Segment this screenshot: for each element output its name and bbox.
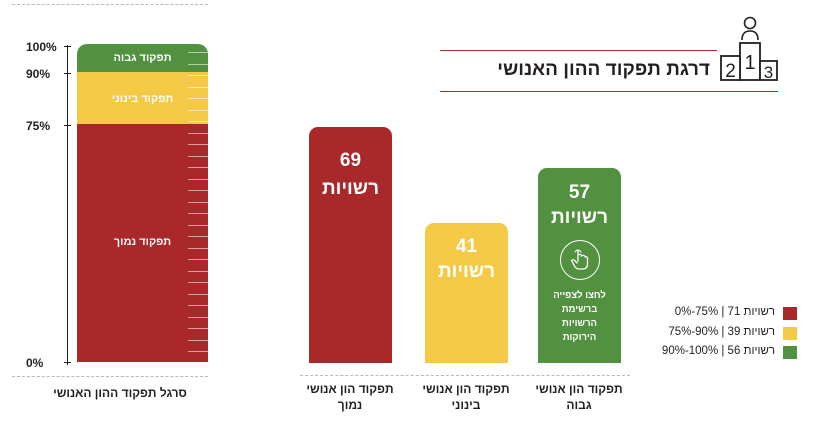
scale-bottom-divider [12,376,208,377]
scale-inner-tick [188,144,208,145]
bar-low-value: 69 [339,150,362,171]
scale-inner-tick [188,121,208,122]
bar-low-unit: רשויות [321,178,380,199]
bar-medium-unit: רשויות [437,261,496,282]
scale-inner-tick [188,133,208,134]
scale-axis [67,45,68,365]
category-label-low-line1: תפקוד הון אנושי [306,382,394,396]
legend-swatch-high [783,346,797,359]
scale-inner-tick [188,305,208,306]
zone-high: תפקוד גבוה [77,44,208,72]
scale-inner-tick [188,248,208,249]
scale-inner-tick [188,52,208,53]
scale-label-100: 100% [26,40,57,54]
scale-inner-tick [188,64,208,65]
header-rule-bottom [440,91,778,92]
legend-text-high: 90%-100% | 56 רשויות [661,345,775,357]
category-label-medium-line1: תפקוד הון אנושי [422,382,510,396]
category-label-high: תפקוד הון אנושי גבוה [529,381,629,413]
scale-tick-100 [64,46,71,47]
legend-swatch-low [783,307,797,320]
legend-item-high: 90%-100% | 56 רשויות [615,344,815,360]
bar-low: 69 רשויות [309,127,392,363]
bars-baseline [300,375,630,376]
scale-tick-0 [64,362,71,363]
scale-label-0: 0% [26,356,44,370]
scale-inner-tick [188,294,208,295]
scale-label-75: 75% [26,119,51,133]
scale-tick-75 [64,125,71,126]
header-rule-top [440,50,717,51]
svg-text:2: 2 [725,61,736,82]
scale-caption: סרגל תפקוד ההון האנושי [53,386,187,400]
scale-inner-tick [188,271,208,272]
category-label-low: תפקוד הון אנושי נמוך [300,381,400,413]
bar-medium: 41 רשויות [425,223,508,363]
cta-line-2[interactable]: ברשימת [561,304,598,315]
zone-low-label: תפקוד נמוך [113,236,172,248]
legend-item-medium: 75%-90% | 39 רשויות [615,325,815,341]
hand-pointer-icon[interactable] [560,240,600,280]
category-label-medium: תפקוד הון אנושי בינוני [416,381,516,413]
bar-high[interactable]: 57 רשויות לחצו לצפייה ברשימת הרשויות היר… [538,168,621,363]
chart-title: דרגת תפקוד ההון האנושי [497,59,710,80]
scale-inner-tick [188,167,208,168]
scale-inner-tick [188,202,208,203]
scale-inner-tick [188,213,208,214]
svg-text:1: 1 [744,52,755,74]
scale-inner-tick [188,225,208,226]
cta-line-1[interactable]: לחצו לצפייה [553,290,606,301]
scale-inner-tick [188,340,208,341]
scale-inner-tick [188,282,208,283]
category-label-low-line2: נמוך [337,398,363,412]
scale-inner-tick [188,317,208,318]
legend-text-low: 0%-75% | 71 רשויות [674,306,775,318]
zone-low: תפקוד נמוך [77,124,208,362]
bar-high-value: 57 [568,182,591,203]
function-scale-bar: תפקוד גבוה תפקוד בינוני תפקוד נמוך [77,44,208,362]
scale-inner-tick [188,179,208,180]
bar-high-unit: רשויות [550,207,609,228]
svg-text:3: 3 [764,63,773,82]
scale-inner-tick [188,236,208,237]
zone-high-label: תפקוד גבוה [113,52,172,64]
scale-inner-tick [188,259,208,260]
scale-inner-tick [188,110,208,111]
scale-inner-tick [188,328,208,329]
bar-medium-value: 41 [455,236,478,257]
legend-swatch-medium [783,327,797,340]
scale-inner-tick [188,98,208,99]
legend-text-medium: 75%-90% | 39 רשויות [668,326,775,338]
scale-inner-tick [188,75,208,76]
category-label-high-line2: גבוה [566,398,592,412]
scale-tick-90 [64,73,71,74]
scale-inner-tick [188,156,208,157]
scale-inner-tick [188,190,208,191]
scale-label-90: 90% [26,67,51,81]
zone-medium: תפקוד בינוני [77,72,208,124]
top-divider [12,4,208,5]
podium-icon: 1 2 3 [720,16,778,82]
scale-inner-tick [188,351,208,352]
legend-item-low: 0%-75% | 71 רשויות [615,305,815,321]
zone-medium-label: תפקוד בינוני [111,93,174,105]
category-label-high-line1: תפקוד הון אנושי [535,382,623,396]
cta-line-4[interactable]: הירוקות [562,332,597,343]
cta-line-3[interactable]: הרשויות [562,318,597,329]
category-label-medium-line2: בינוני [451,398,481,412]
scale-inner-tick [188,87,208,88]
